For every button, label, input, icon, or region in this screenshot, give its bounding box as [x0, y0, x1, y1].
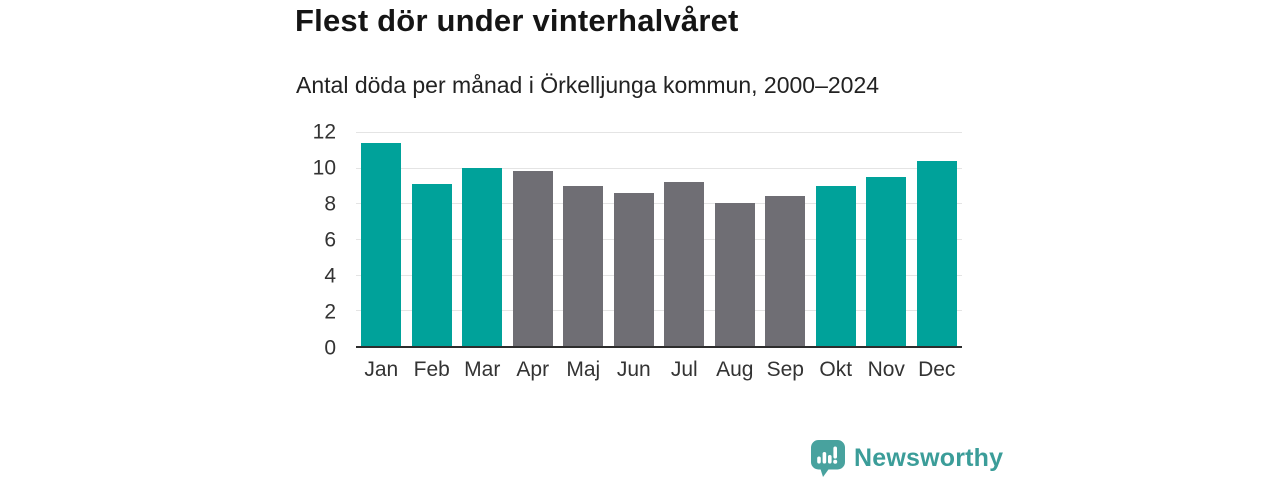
bar-jan [361, 142, 402, 346]
newsworthy-wordmark: Newsworthy [854, 444, 1004, 472]
newsworthy-logo: Newsworthy [810, 439, 1003, 478]
x-tick-label: Jul [670, 358, 698, 381]
bar-column [710, 132, 761, 346]
x-tick-label: Maj [566, 358, 601, 381]
x-tick-label: Sep [766, 358, 804, 381]
gridline [356, 167, 962, 169]
bar-dec [916, 160, 957, 346]
y-tick-label: 2 [324, 300, 336, 324]
x-tick-label: Apr [516, 358, 550, 381]
gridline [356, 132, 962, 133]
bar-column [811, 132, 862, 346]
y-axis: 0 2 4 6 8 10 12 [270, 122, 346, 359]
bar-column [912, 132, 963, 346]
bar-column [407, 132, 458, 346]
y-tick-label: 6 [324, 228, 336, 252]
bar-column [457, 132, 508, 346]
bar-column [356, 132, 407, 346]
bar-column [508, 132, 559, 346]
y-tick-label: 4 [324, 264, 336, 288]
x-tick-label: Mar [464, 358, 501, 381]
bar-column [558, 132, 609, 346]
x-tick-label: Jun [616, 358, 651, 381]
bar-maj [563, 185, 604, 346]
gridline [356, 310, 962, 312]
bar-jul [664, 181, 705, 346]
gridline [356, 203, 962, 205]
bar-apr [512, 171, 553, 346]
x-tick-label: Nov [867, 358, 905, 381]
bar-jun [613, 192, 654, 346]
y-tick-label: 8 [324, 192, 336, 216]
chart-title: Flest dör under vinterhalvåret [295, 3, 739, 38]
bar-column [609, 132, 660, 346]
bars-container [356, 132, 962, 346]
x-tick-label: Jan [364, 358, 399, 381]
bar-feb [411, 183, 452, 346]
bar-nov [866, 176, 907, 346]
bar-okt [815, 185, 856, 346]
x-tick-label: Aug [716, 358, 754, 381]
bar-mar [462, 167, 503, 346]
y-tick-label: 0 [324, 336, 336, 360]
plot-area [356, 132, 962, 348]
gridline [356, 239, 962, 240]
x-tick-label: Dec [918, 358, 956, 381]
bar-column [659, 132, 710, 346]
bar-column [861, 132, 912, 346]
bar-column [760, 132, 811, 346]
newsworthy-icon [811, 440, 845, 477]
bar-sep [765, 196, 806, 346]
x-tick-label: Okt [819, 358, 853, 381]
x-axis: Jan Feb Mar Apr Maj Jun Jul Aug Sep Okt Nov Dec [356, 358, 962, 382]
bar-aug [714, 203, 755, 346]
chart-subtitle: Antal döda per månad i Örkelljunga kommu… [296, 72, 880, 98]
x-tick-label: Feb [413, 358, 450, 381]
y-tick-label: 12 [312, 120, 336, 144]
gridline [356, 274, 962, 276]
y-tick-label: 10 [312, 156, 336, 180]
